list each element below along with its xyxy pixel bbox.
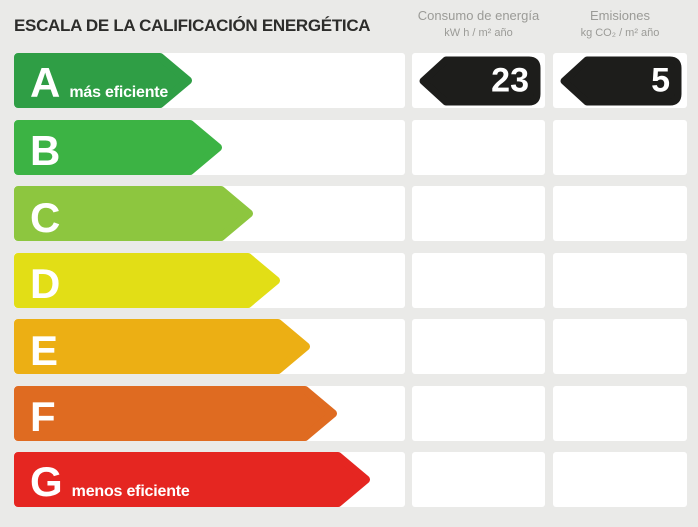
emissions-cell	[553, 186, 687, 241]
emissions-cell	[553, 452, 687, 507]
rating-row-d: D	[14, 252, 687, 308]
rating-arrow-icon	[14, 53, 192, 108]
emissions-column-header: Emisiones kg CO₂ / m² año	[553, 8, 687, 40]
rating-bar-cell: D	[14, 252, 405, 308]
consumption-arrow-icon	[419, 56, 541, 106]
rating-arrow-icon	[14, 452, 370, 507]
rating-arrow-icon	[14, 385, 337, 441]
rating-row-f: F	[14, 385, 687, 441]
rating-row-c: C	[14, 186, 687, 241]
rating-row-a: A más eficiente 23 5	[14, 53, 687, 108]
emissions-badge: 5	[557, 56, 682, 106]
rating-bar-cell: A más eficiente	[14, 53, 405, 108]
page-title: ESCALA DE LA CALIFICACIÓN ENERGÉTICA	[14, 16, 371, 35]
rating-arrow-icon	[14, 186, 253, 241]
consumption-cell	[412, 119, 545, 175]
consumption-cell	[412, 385, 545, 441]
rating-bar-cell: F	[14, 385, 405, 441]
emissions-cell: 5	[553, 53, 687, 108]
rating-bar-cell: E	[14, 319, 405, 374]
emissions-cell	[553, 319, 687, 374]
rating-arrow-icon	[14, 252, 280, 308]
consumption-cell	[412, 186, 545, 241]
consumption-cell	[412, 319, 545, 374]
rating-row-e: E	[14, 319, 687, 374]
emissions-cell	[553, 385, 687, 441]
emissions-cell	[553, 119, 687, 175]
emissions-value: 5	[651, 61, 670, 100]
consumption-column-unit: kW h / m² año	[444, 26, 513, 39]
rating-arrow-icon	[14, 319, 310, 374]
emissions-column-unit: kg CO₂ / m² año	[580, 26, 660, 39]
rating-row-g: G menos eficiente	[14, 452, 687, 507]
rating-rows: A más eficiente 23 5 B C	[14, 53, 687, 519]
emissions-cell	[553, 252, 687, 308]
rating-row-b: B	[14, 119, 687, 175]
consumption-badge: 23	[416, 56, 541, 106]
rating-bar-cell: G menos eficiente	[14, 452, 405, 507]
consumption-column-label: Consumo de energía	[417, 8, 540, 23]
rating-bar-cell: B	[14, 119, 405, 175]
rating-arrow-icon	[14, 119, 222, 175]
rating-bar-cell: C	[14, 186, 405, 241]
consumption-cell	[412, 452, 545, 507]
consumption-value: 23	[491, 61, 529, 100]
emissions-arrow-icon	[560, 56, 682, 106]
consumption-column-header: Consumo de energía kW h / m² año	[412, 8, 545, 40]
emissions-column-label: Emisiones	[590, 8, 650, 23]
consumption-cell: 23	[412, 53, 545, 108]
consumption-cell	[412, 252, 545, 308]
